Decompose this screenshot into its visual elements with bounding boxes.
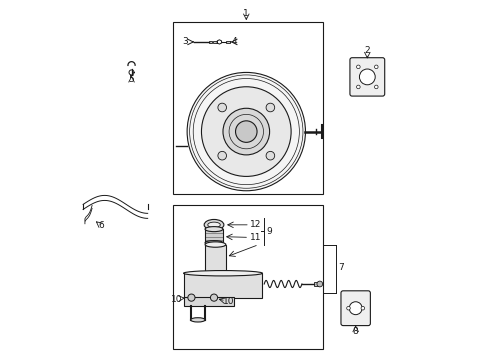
Bar	[225, 41, 230, 43]
Bar	[183, 273, 262, 298]
Circle shape	[356, 65, 360, 69]
Bar	[183, 297, 233, 306]
FancyBboxPatch shape	[349, 58, 384, 96]
Bar	[204, 229, 223, 243]
Ellipse shape	[207, 222, 220, 228]
Circle shape	[316, 281, 322, 287]
Circle shape	[235, 121, 257, 142]
Text: 7: 7	[338, 264, 344, 273]
Circle shape	[265, 103, 274, 112]
Circle shape	[360, 306, 364, 310]
Bar	[208, 41, 212, 43]
Text: 6: 6	[98, 221, 104, 230]
Bar	[172, 205, 323, 348]
Text: 10: 10	[170, 294, 182, 303]
Text: 11: 11	[249, 233, 261, 242]
Text: 9: 9	[266, 227, 272, 236]
Circle shape	[201, 87, 290, 176]
Circle shape	[187, 72, 305, 191]
Text: 8: 8	[352, 327, 358, 336]
Circle shape	[359, 69, 374, 85]
Bar	[204, 244, 225, 275]
Circle shape	[374, 85, 377, 89]
Ellipse shape	[204, 240, 223, 245]
Bar	[172, 22, 323, 194]
Text: 4: 4	[231, 37, 237, 46]
Circle shape	[374, 65, 377, 69]
Bar	[314, 282, 318, 286]
Ellipse shape	[183, 271, 262, 276]
Text: 3: 3	[182, 37, 188, 46]
Text: 5: 5	[128, 75, 134, 84]
Text: 12: 12	[249, 220, 261, 229]
Circle shape	[218, 103, 226, 112]
Ellipse shape	[203, 220, 224, 230]
FancyBboxPatch shape	[340, 291, 369, 325]
Circle shape	[210, 294, 217, 301]
Circle shape	[265, 151, 274, 160]
Circle shape	[187, 294, 195, 301]
Text: 2: 2	[364, 46, 369, 55]
Ellipse shape	[204, 242, 225, 247]
Text: 1: 1	[243, 9, 249, 18]
Ellipse shape	[190, 318, 204, 322]
Circle shape	[346, 306, 349, 310]
Circle shape	[348, 302, 362, 315]
Bar	[212, 41, 216, 43]
Text: 10: 10	[222, 297, 234, 306]
Circle shape	[356, 85, 360, 89]
Ellipse shape	[204, 226, 223, 231]
Circle shape	[218, 151, 226, 160]
Circle shape	[223, 108, 269, 155]
